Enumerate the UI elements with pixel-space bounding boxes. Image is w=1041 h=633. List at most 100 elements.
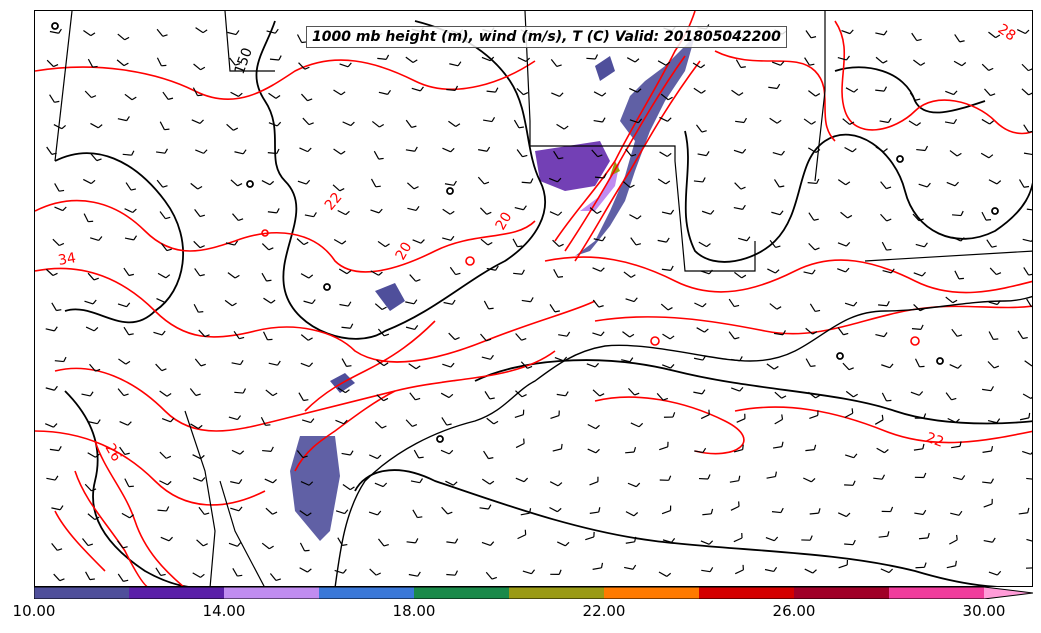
wind-barb-flag xyxy=(92,65,98,68)
wind-barb-flag xyxy=(237,542,242,547)
wind-barb xyxy=(842,118,851,125)
wind-barb-flag xyxy=(450,147,455,153)
wind-barb xyxy=(265,507,273,515)
wind-barb xyxy=(332,184,341,192)
wind-barb-flag xyxy=(775,245,781,249)
wind-barb-flag xyxy=(780,61,785,66)
wind-barb-flag xyxy=(670,209,675,215)
wind-barb xyxy=(803,118,812,125)
wind-barb xyxy=(989,267,997,275)
wind-barb xyxy=(231,362,241,366)
wind-barb xyxy=(946,181,956,187)
wind-barb xyxy=(229,57,236,66)
wind-barb-flag xyxy=(128,333,134,336)
wind-barb-flag xyxy=(161,368,167,372)
wind-barb-flag xyxy=(773,536,779,542)
wind-barb xyxy=(728,298,735,307)
wind-barb-flag xyxy=(349,450,354,456)
wind-barb-flag xyxy=(385,243,390,248)
wind-barb-flag xyxy=(629,333,635,338)
wind-barb-flag xyxy=(518,126,524,129)
coastline xyxy=(334,295,1032,586)
wind-barb-flag xyxy=(124,36,130,41)
wind-barb-flag xyxy=(383,543,389,547)
wind-barb xyxy=(910,391,920,396)
wind-barb-flag xyxy=(558,569,562,575)
wind-barb-flag xyxy=(633,447,637,453)
wind-barb xyxy=(263,297,272,304)
wind-barb xyxy=(481,478,491,485)
wind-barb xyxy=(953,60,963,67)
wind-barb xyxy=(845,87,855,93)
wind-barb-flag xyxy=(922,509,927,515)
wind-barb xyxy=(411,87,421,92)
wind-barb-flag xyxy=(521,394,527,398)
wind-barb-flag xyxy=(557,211,563,216)
wind-barb xyxy=(948,539,958,545)
wind-barb xyxy=(982,388,992,392)
wind-barb xyxy=(517,534,526,540)
wind-barb-flag xyxy=(853,453,858,459)
wind-barb xyxy=(54,206,64,212)
wind-barb-flag xyxy=(269,180,275,186)
wind-barb-flag xyxy=(339,188,345,192)
wind-barb-flag xyxy=(199,245,205,249)
wind-barb xyxy=(406,541,416,544)
wind-barb-flag xyxy=(809,63,815,66)
wind-barb-flag xyxy=(634,392,640,396)
wind-barb xyxy=(988,179,998,185)
wind-barb-flag xyxy=(415,278,421,282)
wind-barb xyxy=(85,326,95,332)
wind-barb-flag xyxy=(204,334,210,338)
wind-barb xyxy=(913,59,921,66)
wind-barb-flag xyxy=(278,55,282,61)
wind-barb-flag xyxy=(308,481,314,486)
wind-barb-flag xyxy=(554,310,560,313)
wind-barb-flag xyxy=(926,182,931,188)
wind-barb-flag xyxy=(630,274,636,278)
wind-barb-flag xyxy=(306,512,312,517)
wind-barb-flag xyxy=(601,92,607,97)
wind-barb-flag xyxy=(266,279,272,282)
wind-barb xyxy=(155,363,163,372)
wind-barb xyxy=(697,153,707,157)
wind-barb-flag xyxy=(129,514,134,519)
wind-barb-flag xyxy=(922,443,925,449)
wind-barb-flag xyxy=(670,364,675,369)
wind-barb xyxy=(586,363,596,368)
wind-barb xyxy=(406,182,415,190)
wind-barb xyxy=(90,153,98,162)
wind-barb-flag xyxy=(742,148,747,154)
wind-barb xyxy=(980,152,990,159)
wind-barb xyxy=(845,454,854,459)
wind-barb xyxy=(592,389,601,397)
wind-barb-flag xyxy=(951,397,957,401)
wind-barb-flag xyxy=(635,482,641,488)
wind-barb-flag xyxy=(53,64,59,68)
wind-barb-flag xyxy=(988,67,994,72)
wind-barb xyxy=(189,388,197,396)
wind-barb xyxy=(1016,29,1026,35)
wind-barb-flag xyxy=(451,299,456,305)
wind-barb-flag xyxy=(671,537,676,543)
wind-barb-flag xyxy=(600,267,605,272)
wind-barb-flag xyxy=(160,573,166,577)
wind-barb xyxy=(657,239,667,243)
wind-barb xyxy=(730,358,740,362)
wind-barb xyxy=(693,87,702,94)
wind-barb xyxy=(914,358,921,368)
wind-barb xyxy=(192,87,199,96)
wind-barb xyxy=(156,28,164,37)
wind-barb xyxy=(405,56,414,64)
wind-barb xyxy=(804,57,810,66)
wind-barb-flag xyxy=(340,150,346,155)
wind-barb xyxy=(159,480,168,486)
wind-barb xyxy=(734,182,742,190)
wind-barb-flag xyxy=(165,216,171,220)
wind-barb xyxy=(765,537,775,542)
wind-barb-flag xyxy=(921,271,926,277)
wind-barb xyxy=(265,389,274,397)
map-canvas: 150 28 34 22 20 20 26 22 xyxy=(35,11,1032,586)
wind-barb xyxy=(441,417,448,426)
wind-barb xyxy=(554,356,564,362)
